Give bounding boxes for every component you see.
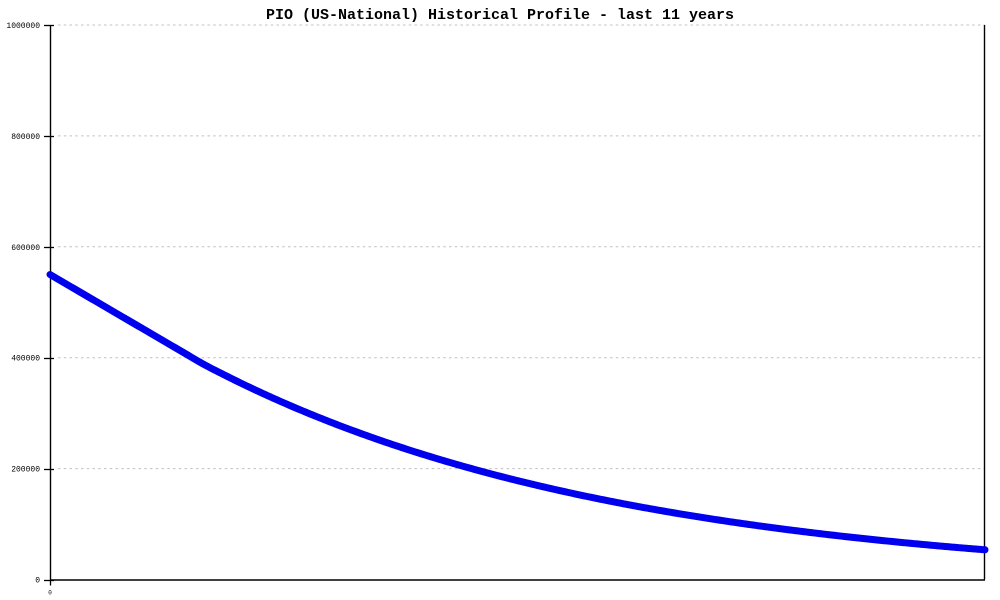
svg-text:600000: 600000 bbox=[11, 244, 40, 253]
svg-text:400000: 400000 bbox=[11, 355, 40, 364]
svg-text:200000: 200000 bbox=[11, 466, 40, 475]
svg-text:0: 0 bbox=[35, 577, 40, 586]
svg-text:1000000: 1000000 bbox=[6, 22, 40, 31]
svg-text:800000: 800000 bbox=[11, 133, 40, 142]
svg-text:0: 0 bbox=[48, 590, 52, 597]
